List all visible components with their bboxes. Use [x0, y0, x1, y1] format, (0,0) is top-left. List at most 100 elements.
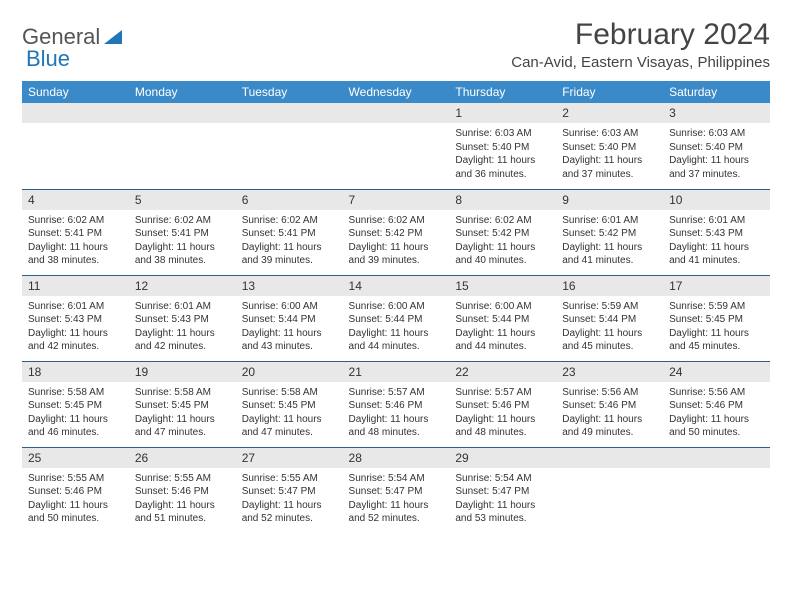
- day-number: 14: [343, 276, 450, 296]
- title-block: February 2024 Can-Avid, Eastern Visayas,…: [511, 18, 770, 71]
- day-content: Sunrise: 6:01 AMSunset: 5:43 PMDaylight:…: [22, 296, 129, 360]
- calendar-day-cell: 7Sunrise: 6:02 AMSunset: 5:42 PMDaylight…: [343, 189, 450, 275]
- calendar-day-cell: 9Sunrise: 6:01 AMSunset: 5:42 PMDaylight…: [556, 189, 663, 275]
- day-content: Sunrise: 6:01 AMSunset: 5:43 PMDaylight:…: [129, 296, 236, 360]
- calendar-day-cell: 1Sunrise: 6:03 AMSunset: 5:40 PMDaylight…: [449, 103, 556, 189]
- day-number: 19: [129, 362, 236, 382]
- day-content: Sunrise: 6:03 AMSunset: 5:40 PMDaylight:…: [449, 123, 556, 187]
- weekday-header: Monday: [129, 81, 236, 103]
- calendar-day-cell: 24Sunrise: 5:56 AMSunset: 5:46 PMDayligh…: [663, 361, 770, 447]
- calendar-day-cell: 23Sunrise: 5:56 AMSunset: 5:46 PMDayligh…: [556, 361, 663, 447]
- calendar-day-cell: 4Sunrise: 6:02 AMSunset: 5:41 PMDaylight…: [22, 189, 129, 275]
- day-content: Sunrise: 6:02 AMSunset: 5:41 PMDaylight:…: [22, 210, 129, 274]
- calendar-week-row: 4Sunrise: 6:02 AMSunset: 5:41 PMDaylight…: [22, 189, 770, 275]
- day-content: Sunrise: 6:03 AMSunset: 5:40 PMDaylight:…: [556, 123, 663, 187]
- day-number: 24: [663, 362, 770, 382]
- day-content: Sunrise: 5:58 AMSunset: 5:45 PMDaylight:…: [236, 382, 343, 446]
- calendar-day-cell: 16Sunrise: 5:59 AMSunset: 5:44 PMDayligh…: [556, 275, 663, 361]
- empty-day-number: [236, 103, 343, 123]
- empty-day-number: [663, 448, 770, 468]
- calendar-day-cell: 6Sunrise: 6:02 AMSunset: 5:41 PMDaylight…: [236, 189, 343, 275]
- empty-day-number: [129, 103, 236, 123]
- day-content: Sunrise: 5:59 AMSunset: 5:44 PMDaylight:…: [556, 296, 663, 360]
- calendar-day-cell: 25Sunrise: 5:55 AMSunset: 5:46 PMDayligh…: [22, 447, 129, 533]
- calendar-day-cell: 15Sunrise: 6:00 AMSunset: 5:44 PMDayligh…: [449, 275, 556, 361]
- page-header: General February 2024 Can-Avid, Eastern …: [22, 18, 770, 71]
- day-content: Sunrise: 5:54 AMSunset: 5:47 PMDaylight:…: [343, 468, 450, 532]
- calendar-day-cell: [236, 103, 343, 189]
- day-content: Sunrise: 6:03 AMSunset: 5:40 PMDaylight:…: [663, 123, 770, 187]
- calendar-day-cell: 22Sunrise: 5:57 AMSunset: 5:46 PMDayligh…: [449, 361, 556, 447]
- empty-day-number: [22, 103, 129, 123]
- day-content: Sunrise: 6:02 AMSunset: 5:42 PMDaylight:…: [343, 210, 450, 274]
- calendar-day-cell: 20Sunrise: 5:58 AMSunset: 5:45 PMDayligh…: [236, 361, 343, 447]
- day-content: Sunrise: 5:56 AMSunset: 5:46 PMDaylight:…: [663, 382, 770, 446]
- day-number: 5: [129, 190, 236, 210]
- calendar-day-cell: [556, 447, 663, 533]
- calendar-day-cell: 18Sunrise: 5:58 AMSunset: 5:45 PMDayligh…: [22, 361, 129, 447]
- weekday-header: Wednesday: [343, 81, 450, 103]
- day-number: 8: [449, 190, 556, 210]
- day-number: 28: [343, 448, 450, 468]
- month-title: February 2024: [511, 18, 770, 52]
- day-number: 6: [236, 190, 343, 210]
- logo-triangle-icon: [104, 30, 122, 44]
- day-content: Sunrise: 5:55 AMSunset: 5:46 PMDaylight:…: [22, 468, 129, 532]
- day-content: Sunrise: 5:57 AMSunset: 5:46 PMDaylight:…: [449, 382, 556, 446]
- calendar-day-cell: 19Sunrise: 5:58 AMSunset: 5:45 PMDayligh…: [129, 361, 236, 447]
- calendar-day-cell: [663, 447, 770, 533]
- day-number: 9: [556, 190, 663, 210]
- day-content: Sunrise: 6:02 AMSunset: 5:41 PMDaylight:…: [129, 210, 236, 274]
- calendar-week-row: 1Sunrise: 6:03 AMSunset: 5:40 PMDaylight…: [22, 103, 770, 189]
- day-content: Sunrise: 5:55 AMSunset: 5:46 PMDaylight:…: [129, 468, 236, 532]
- calendar-day-cell: [343, 103, 450, 189]
- day-number: 21: [343, 362, 450, 382]
- calendar-day-cell: 26Sunrise: 5:55 AMSunset: 5:46 PMDayligh…: [129, 447, 236, 533]
- calendar-day-cell: 14Sunrise: 6:00 AMSunset: 5:44 PMDayligh…: [343, 275, 450, 361]
- day-number: 17: [663, 276, 770, 296]
- weekday-header: Friday: [556, 81, 663, 103]
- calendar-day-cell: 28Sunrise: 5:54 AMSunset: 5:47 PMDayligh…: [343, 447, 450, 533]
- calendar-body: 1Sunrise: 6:03 AMSunset: 5:40 PMDaylight…: [22, 103, 770, 533]
- calendar-day-cell: [22, 103, 129, 189]
- empty-day-number: [343, 103, 450, 123]
- calendar-day-cell: 27Sunrise: 5:55 AMSunset: 5:47 PMDayligh…: [236, 447, 343, 533]
- day-number: 29: [449, 448, 556, 468]
- day-number: 7: [343, 190, 450, 210]
- day-number: 1: [449, 103, 556, 123]
- calendar-week-row: 11Sunrise: 6:01 AMSunset: 5:43 PMDayligh…: [22, 275, 770, 361]
- calendar-day-cell: 11Sunrise: 6:01 AMSunset: 5:43 PMDayligh…: [22, 275, 129, 361]
- weekday-header: Tuesday: [236, 81, 343, 103]
- day-number: 23: [556, 362, 663, 382]
- day-number: 12: [129, 276, 236, 296]
- day-number: 18: [22, 362, 129, 382]
- weekday-header: Thursday: [449, 81, 556, 103]
- day-content: Sunrise: 5:58 AMSunset: 5:45 PMDaylight:…: [129, 382, 236, 446]
- calendar-day-cell: 29Sunrise: 5:54 AMSunset: 5:47 PMDayligh…: [449, 447, 556, 533]
- day-number: 13: [236, 276, 343, 296]
- day-content: Sunrise: 6:01 AMSunset: 5:43 PMDaylight:…: [663, 210, 770, 274]
- day-content: Sunrise: 5:56 AMSunset: 5:46 PMDaylight:…: [556, 382, 663, 446]
- day-number: 10: [663, 190, 770, 210]
- calendar-day-cell: [129, 103, 236, 189]
- calendar-day-cell: 8Sunrise: 6:02 AMSunset: 5:42 PMDaylight…: [449, 189, 556, 275]
- day-number: 20: [236, 362, 343, 382]
- calendar-day-cell: 2Sunrise: 6:03 AMSunset: 5:40 PMDaylight…: [556, 103, 663, 189]
- day-content: Sunrise: 6:02 AMSunset: 5:41 PMDaylight:…: [236, 210, 343, 274]
- day-number: 2: [556, 103, 663, 123]
- logo-text-2-overlay: Blue: [26, 46, 70, 72]
- day-number: 15: [449, 276, 556, 296]
- calendar-day-cell: 21Sunrise: 5:57 AMSunset: 5:46 PMDayligh…: [343, 361, 450, 447]
- day-number: 4: [22, 190, 129, 210]
- day-content: Sunrise: 5:55 AMSunset: 5:47 PMDaylight:…: [236, 468, 343, 532]
- day-content: Sunrise: 5:58 AMSunset: 5:45 PMDaylight:…: [22, 382, 129, 446]
- day-number: 27: [236, 448, 343, 468]
- calendar-table: SundayMondayTuesdayWednesdayThursdayFrid…: [22, 81, 770, 533]
- day-content: Sunrise: 5:59 AMSunset: 5:45 PMDaylight:…: [663, 296, 770, 360]
- day-number: 26: [129, 448, 236, 468]
- calendar-week-row: 18Sunrise: 5:58 AMSunset: 5:45 PMDayligh…: [22, 361, 770, 447]
- day-content: Sunrise: 6:02 AMSunset: 5:42 PMDaylight:…: [449, 210, 556, 274]
- day-number: 3: [663, 103, 770, 123]
- calendar-day-cell: 5Sunrise: 6:02 AMSunset: 5:41 PMDaylight…: [129, 189, 236, 275]
- empty-day-number: [556, 448, 663, 468]
